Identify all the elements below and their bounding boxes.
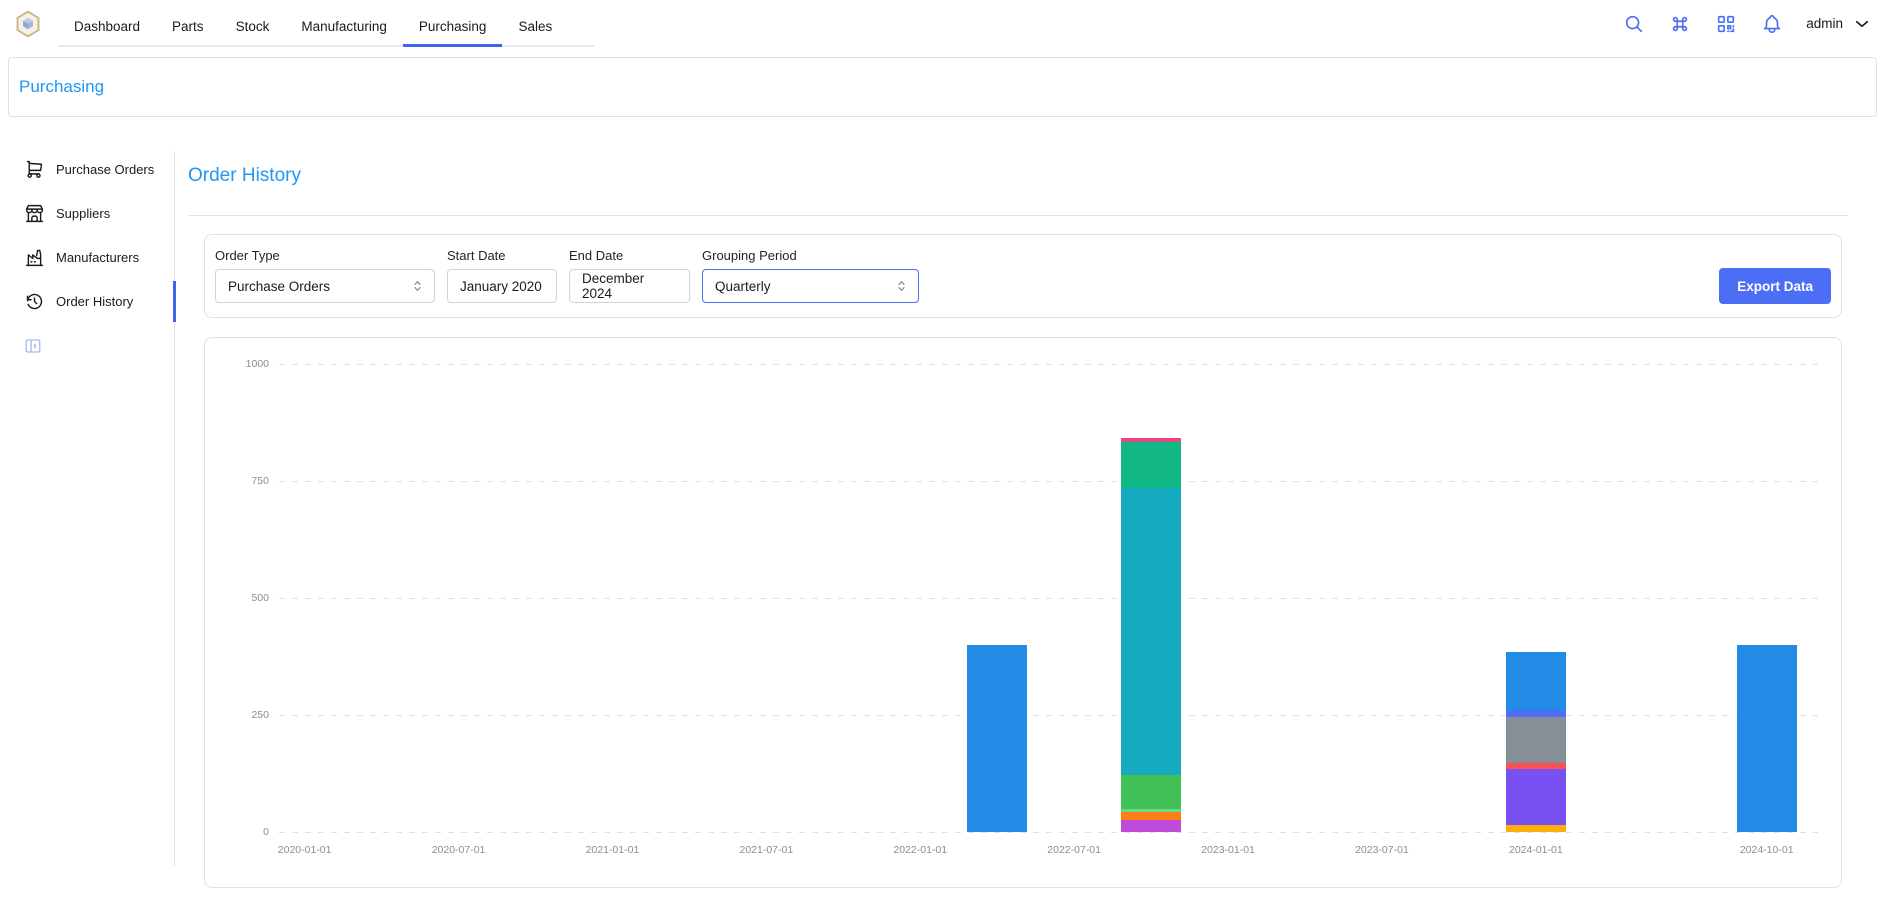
bar-segment[interactable]: [1737, 645, 1797, 832]
sidebar-label: Suppliers: [56, 206, 110, 221]
top-navbar: Dashboard Parts Stock Manufacturing Purc…: [0, 0, 1885, 47]
sidebar-collapse-icon[interactable]: [24, 337, 42, 355]
end-date-value: December 2024: [582, 271, 677, 301]
shopping-cart-icon: [24, 159, 45, 180]
x-axis-tick-label: 2023-07-01: [1355, 844, 1409, 856]
main-tabs: Dashboard Parts Stock Manufacturing Purc…: [58, 6, 594, 47]
stacked-bar-2024-01-01[interactable]: [1506, 652, 1566, 832]
x-axis-tick-label: 2024-01-01: [1509, 844, 1563, 856]
start-date-label: Start Date: [447, 248, 557, 263]
stacked-bar-2022-04-01[interactable]: [967, 645, 1027, 832]
command-icon[interactable]: [1668, 12, 1692, 36]
bar-segment[interactable]: [1506, 717, 1566, 762]
history-icon: [24, 291, 45, 312]
selector-icon: [410, 279, 425, 294]
username-label: admin: [1806, 16, 1843, 31]
building-store-icon: [24, 203, 45, 224]
y-axis-tick-label: 0: [263, 826, 269, 838]
x-axis-tick-label: 2022-07-01: [1047, 844, 1101, 856]
tab-dashboard[interactable]: Dashboard: [58, 6, 156, 45]
grouping-period-label: Grouping Period: [702, 248, 919, 263]
factory-icon: [24, 247, 45, 268]
x-axis-tick-label: 2024-10-01: [1740, 844, 1794, 856]
order-type-value: Purchase Orders: [228, 279, 330, 294]
bar-segment[interactable]: [967, 645, 1027, 832]
selector-icon: [894, 279, 909, 294]
x-axis-tick-label: 2021-01-01: [586, 844, 640, 856]
bar-segment[interactable]: [1121, 820, 1181, 832]
header-actions: admin: [1622, 12, 1871, 36]
tab-purchasing[interactable]: Purchasing: [403, 6, 503, 45]
tab-parts[interactable]: Parts: [156, 6, 220, 45]
end-date-label: End Date: [569, 248, 690, 263]
start-date-value: January 2020: [460, 279, 542, 294]
purchasing-sidebar: Purchase Orders Suppliers Manufacturers: [0, 151, 175, 866]
y-axis-tick-label: 250: [251, 709, 269, 721]
bar-segment[interactable]: [1121, 442, 1181, 488]
sidebar-label: Order History: [56, 294, 133, 309]
search-icon[interactable]: [1622, 12, 1646, 36]
title-divider: [188, 215, 1848, 216]
bar-segment[interactable]: [1506, 825, 1566, 832]
order-history-chart-card: 0 250 500 750 1000 2020-01-01 2020-07-01 2021-0…: [204, 337, 1842, 888]
grouping-period-value: Quarterly: [715, 279, 771, 294]
bell-icon[interactable]: [1760, 12, 1784, 36]
x-axis-tick-label: 2020-01-01: [278, 844, 332, 856]
x-axis-tick-label: 2020-07-01: [432, 844, 486, 856]
tab-stock[interactable]: Stock: [220, 6, 286, 45]
order-history-panel: Order History Order Type Purchase Orders…: [175, 151, 1885, 866]
order-type-select[interactable]: Purchase Orders: [215, 269, 435, 303]
sidebar-label: Manufacturers: [56, 250, 139, 265]
grouping-period-select[interactable]: Quarterly: [702, 269, 919, 303]
y-axis-tick-label: 750: [251, 475, 269, 487]
inventree-logo-icon[interactable]: [14, 10, 42, 38]
gridline: [279, 715, 1818, 716]
bar-segment[interactable]: [1121, 775, 1181, 809]
tab-manufacturing[interactable]: Manufacturing: [285, 6, 403, 45]
gridline: [279, 481, 1818, 482]
y-axis-tick-label: 1000: [246, 358, 269, 370]
export-data-button[interactable]: Export Data: [1719, 268, 1831, 304]
bar-segment[interactable]: [1506, 710, 1566, 717]
start-date-input[interactable]: January 2020: [447, 269, 557, 303]
sidebar-item-manufacturers[interactable]: Manufacturers: [24, 239, 174, 276]
user-menu[interactable]: admin: [1806, 15, 1871, 33]
y-axis-tick-label: 500: [251, 592, 269, 604]
x-axis-tick-label: 2021-07-01: [739, 844, 793, 856]
x-axis-tick-label: 2023-01-01: [1201, 844, 1255, 856]
sidebar-item-order-history[interactable]: Order History: [24, 283, 174, 320]
sidebar-label: Purchase Orders: [56, 162, 154, 177]
bar-segment[interactable]: [1506, 769, 1566, 825]
stacked-bar-2024-10-01[interactable]: [1737, 645, 1797, 832]
bar-segment[interactable]: [1121, 812, 1181, 820]
gridline: [279, 832, 1818, 833]
gridline: [279, 364, 1818, 365]
sidebar-item-purchase-orders[interactable]: Purchase Orders: [24, 151, 174, 188]
tab-sales[interactable]: Sales: [502, 6, 568, 45]
stacked-bar-2022-10-01[interactable]: [1121, 438, 1181, 832]
filter-toolbar: Order Type Purchase Orders Start Date Ja…: [204, 234, 1842, 318]
bar-segment[interactable]: [1506, 652, 1566, 710]
end-date-input[interactable]: December 2024: [569, 269, 690, 303]
breadcrumb-purchasing[interactable]: Purchasing: [19, 77, 104, 97]
qr-scan-icon[interactable]: [1714, 12, 1738, 36]
breadcrumb-panel: Purchasing: [8, 57, 1877, 117]
chevron-down-icon: [1853, 15, 1871, 33]
x-axis-tick-label: 2022-01-01: [893, 844, 947, 856]
sidebar-item-suppliers[interactable]: Suppliers: [24, 195, 174, 232]
bar-segment[interactable]: [1121, 488, 1181, 775]
chart-plot: 025050075010002020-01-012020-07-012021-0…: [279, 364, 1818, 832]
main-area: Purchase Orders Suppliers Manufacturers: [0, 151, 1885, 866]
order-type-label: Order Type: [215, 248, 435, 263]
gridline: [279, 598, 1818, 599]
page-title: Order History: [188, 165, 1848, 187]
